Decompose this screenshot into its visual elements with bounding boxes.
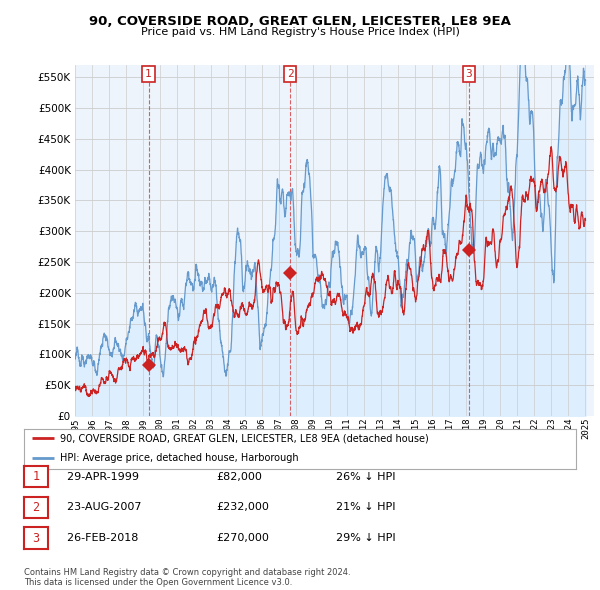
Text: 26% ↓ HPI: 26% ↓ HPI — [336, 472, 395, 481]
Text: 90, COVERSIDE ROAD, GREAT GLEN, LEICESTER, LE8 9EA (detached house): 90, COVERSIDE ROAD, GREAT GLEN, LEICESTE… — [60, 433, 428, 443]
Text: 90, COVERSIDE ROAD, GREAT GLEN, LEICESTER, LE8 9EA: 90, COVERSIDE ROAD, GREAT GLEN, LEICESTE… — [89, 15, 511, 28]
Text: Price paid vs. HM Land Registry's House Price Index (HPI): Price paid vs. HM Land Registry's House … — [140, 27, 460, 37]
Text: £270,000: £270,000 — [216, 533, 269, 543]
Text: £232,000: £232,000 — [216, 503, 269, 512]
Text: 1: 1 — [32, 470, 40, 483]
Text: 26-FEB-2018: 26-FEB-2018 — [60, 533, 139, 543]
Text: 29-APR-1999: 29-APR-1999 — [60, 472, 139, 481]
Text: 3: 3 — [32, 532, 40, 545]
Text: 23-AUG-2007: 23-AUG-2007 — [60, 503, 142, 512]
Text: 2: 2 — [32, 501, 40, 514]
Text: £82,000: £82,000 — [216, 472, 262, 481]
Text: 3: 3 — [466, 69, 472, 79]
Text: HPI: Average price, detached house, Harborough: HPI: Average price, detached house, Harb… — [60, 453, 299, 463]
Text: 29% ↓ HPI: 29% ↓ HPI — [336, 533, 395, 543]
Text: Contains HM Land Registry data © Crown copyright and database right 2024.
This d: Contains HM Land Registry data © Crown c… — [24, 568, 350, 587]
Text: 21% ↓ HPI: 21% ↓ HPI — [336, 503, 395, 512]
Text: 2: 2 — [287, 69, 293, 79]
Text: 1: 1 — [145, 69, 152, 79]
